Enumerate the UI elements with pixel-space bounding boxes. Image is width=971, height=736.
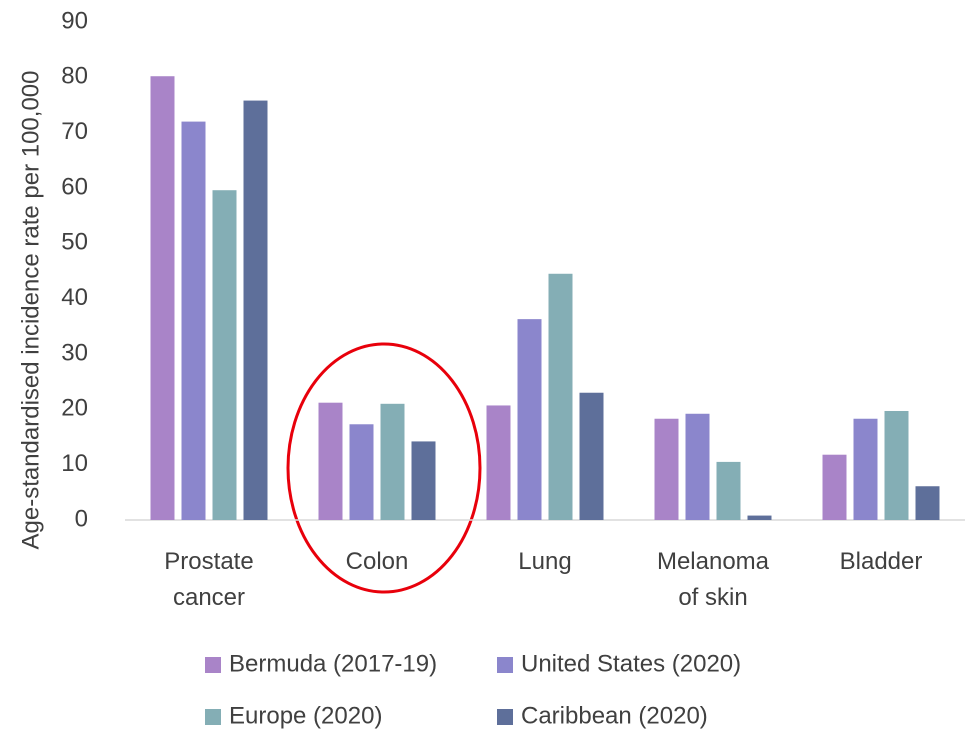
x-tick-label: Melanoma of skin [656,548,770,611]
bar [884,410,909,520]
y-tick-label: 90 [61,7,88,34]
x-tick-label: Prostate cancer [164,548,254,611]
y-tick-label: 40 [61,284,88,311]
bar [548,273,573,520]
legend-label: Caribbean (2020) [521,702,708,729]
bar [349,424,374,520]
legend-swatch [205,709,221,725]
x-tick-label: Colon [345,548,409,575]
bar [517,319,542,520]
highlight-circle [286,342,482,594]
bar [380,403,405,520]
y-tick-label: 0 [75,505,88,532]
x-tick-label: Lung [518,548,572,575]
y-tick-label: 60 [61,173,88,200]
legend-swatch [497,657,513,673]
bar [654,418,679,520]
legend-swatch [205,657,221,673]
bar [747,515,772,520]
y-tick-label: 50 [61,229,88,256]
y-tick-label: 10 [61,450,88,477]
bar [853,418,878,520]
bar [685,413,710,520]
bar [318,402,343,520]
bar [243,100,268,520]
x-tick-label: Bladder [839,548,923,575]
bar [915,486,940,520]
bar [411,441,436,520]
bar [486,405,511,520]
bar [181,121,206,520]
y-axis-label: Age-standardised incidence rate per 100,… [17,71,44,550]
y-tick-label: 20 [61,395,88,422]
legend-swatch [497,709,513,725]
bar [212,190,237,521]
y-tick-label: 70 [61,118,88,145]
bar [150,76,175,520]
bar [716,461,741,520]
legend-label: United States (2020) [521,650,741,677]
y-tick-label: 30 [61,339,88,366]
legend-label: Europe (2020) [229,702,382,729]
legend-label: Bermuda (2017-19) [229,650,437,677]
bar [579,392,604,520]
y-tick-label: 80 [61,63,88,90]
bar [822,454,847,520]
